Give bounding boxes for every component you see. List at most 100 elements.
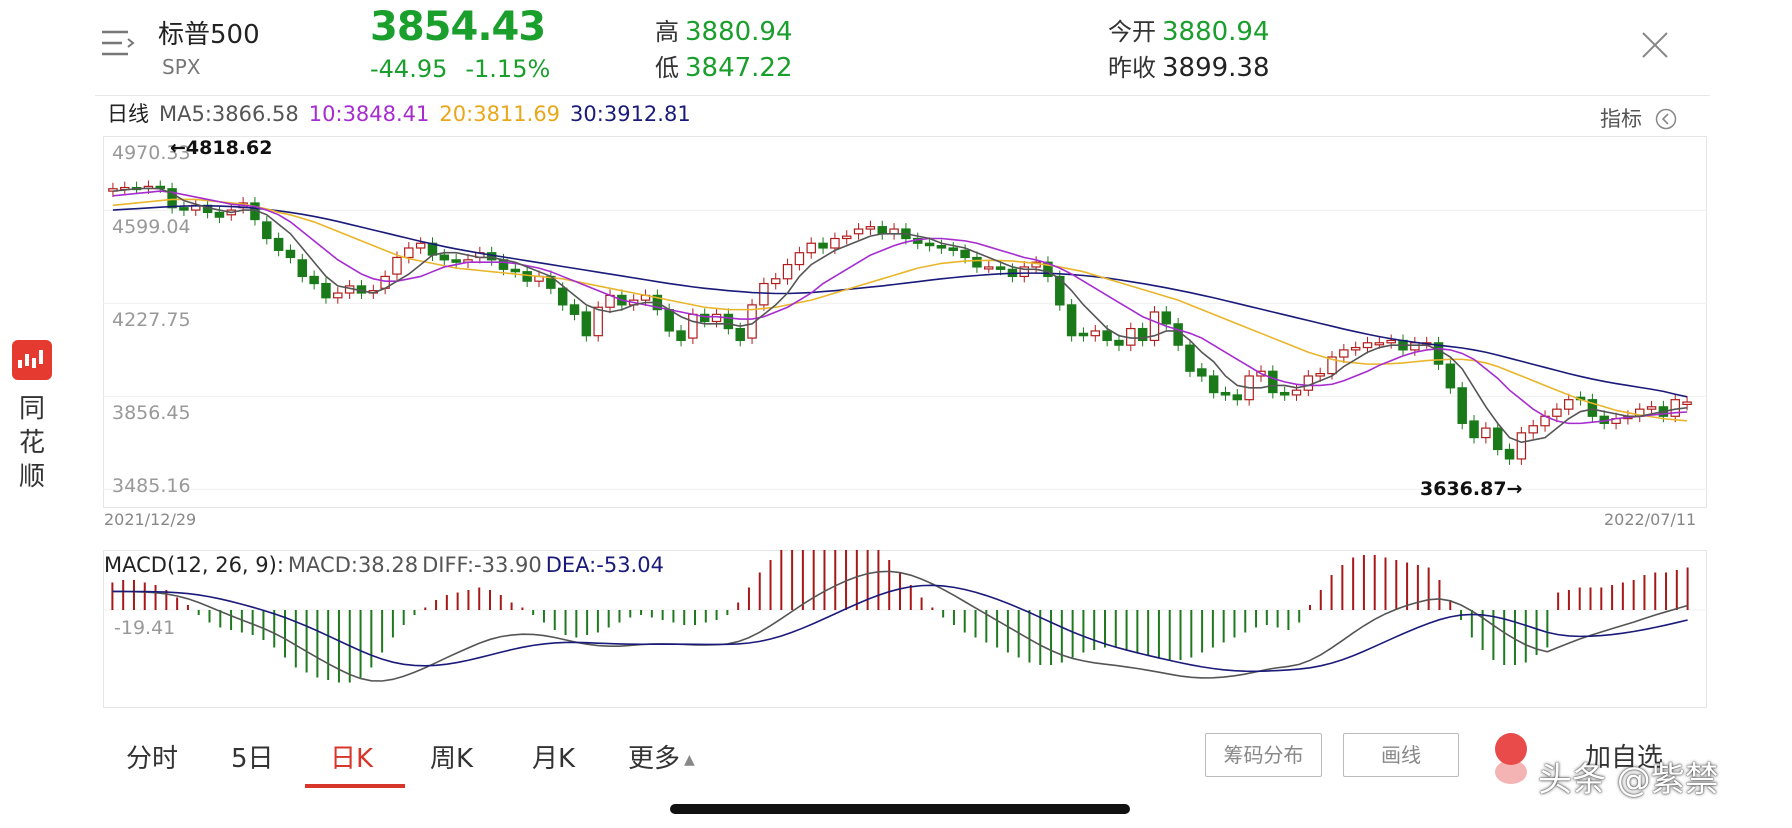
candle-body bbox=[285, 249, 296, 259]
end-date-label: 2022/07/11 bbox=[1604, 510, 1697, 529]
tab-timeshare[interactable]: 分时 bbox=[126, 744, 179, 774]
macd-chart-frame bbox=[103, 550, 1707, 708]
candle-body bbox=[759, 282, 769, 306]
tab-5day[interactable]: 5日 bbox=[231, 744, 274, 774]
open-stat: 今开 3880.94 bbox=[1108, 12, 1270, 47]
candle-body bbox=[818, 242, 828, 249]
candle-body bbox=[794, 252, 805, 266]
kline-chart[interactable] bbox=[103, 136, 1707, 508]
candle-body bbox=[877, 226, 887, 235]
candle-body bbox=[1433, 342, 1444, 365]
candle-body bbox=[782, 263, 793, 280]
add-fav-icon[interactable] bbox=[1495, 733, 1527, 765]
candle-body bbox=[451, 259, 461, 263]
candle-body bbox=[924, 242, 935, 247]
open-label: 今开 bbox=[1108, 18, 1156, 46]
draw-line-button[interactable]: 画线 bbox=[1343, 733, 1459, 777]
home-indicator[interactable] bbox=[670, 804, 1130, 814]
candle-body bbox=[404, 247, 414, 259]
candle-body bbox=[1055, 275, 1065, 306]
candlestick-logo-icon bbox=[18, 350, 43, 368]
candle-body bbox=[1327, 356, 1337, 375]
candle-body bbox=[1208, 375, 1219, 394]
dea-line bbox=[112, 584, 1688, 673]
tab-monthly-k[interactable]: 月K bbox=[532, 744, 576, 774]
candle-body bbox=[1410, 342, 1420, 351]
tab-more[interactable]: 更多 ▲ bbox=[628, 738, 695, 775]
candle-body bbox=[1339, 349, 1349, 358]
candle-body bbox=[936, 245, 947, 249]
candle-body bbox=[1268, 370, 1278, 394]
candle-body bbox=[557, 287, 568, 306]
high-value: 3880.94 bbox=[685, 17, 793, 47]
macd-title: MACD(12, 26, 9): bbox=[104, 553, 284, 577]
watermark: 头条 @紫禁 bbox=[1538, 760, 1719, 800]
candle-body bbox=[806, 242, 816, 254]
candle-body bbox=[1445, 363, 1456, 389]
app-logo[interactable] bbox=[12, 340, 52, 380]
ma5-line bbox=[112, 187, 1688, 444]
diff-line bbox=[112, 570, 1688, 682]
candle-body bbox=[1362, 342, 1373, 349]
ma10-label: 10:3848.41 bbox=[308, 102, 430, 126]
diff-value: DIFF:-33.90 bbox=[422, 553, 542, 577]
candle-body bbox=[522, 271, 532, 282]
kline-chart-frame bbox=[103, 136, 1707, 508]
ma5-label: MA5:3866.58 bbox=[159, 102, 299, 126]
candle-body bbox=[1374, 342, 1385, 346]
candle-body bbox=[984, 266, 994, 270]
prev-close-value: 3899.38 bbox=[1162, 53, 1270, 83]
max-price-label: ←4818.62 bbox=[170, 137, 273, 159]
open-value: 3880.94 bbox=[1162, 17, 1270, 47]
price-change: -44.95 -1.15% bbox=[370, 55, 568, 83]
candle-body bbox=[1682, 401, 1692, 406]
candle-body bbox=[1043, 261, 1053, 278]
candle-body bbox=[214, 211, 225, 218]
candle-body bbox=[1587, 399, 1598, 417]
candle-body bbox=[593, 306, 603, 337]
candle-body bbox=[723, 313, 734, 330]
indicator-button[interactable]: 指标 bbox=[1600, 103, 1677, 133]
candle-body bbox=[569, 304, 580, 315]
y-tick-label: 4970.33 bbox=[112, 142, 191, 164]
tab-weekly-k[interactable]: 周K bbox=[430, 744, 474, 774]
candle-body bbox=[1066, 304, 1077, 337]
candle-body bbox=[995, 266, 1006, 270]
low-value: 3847.22 bbox=[685, 53, 793, 83]
candle-body bbox=[1386, 339, 1396, 344]
candle-body bbox=[1303, 375, 1314, 391]
current-price: 3854.43 bbox=[370, 4, 546, 50]
macd-chart[interactable] bbox=[103, 550, 1707, 708]
candle-body bbox=[1552, 408, 1562, 417]
candle-body bbox=[960, 249, 970, 259]
candle-body bbox=[770, 278, 781, 285]
candle-body bbox=[179, 207, 189, 211]
change-amount: -44.95 bbox=[370, 55, 448, 83]
candle-body bbox=[262, 221, 272, 240]
prev-close-stat: 昨收 3899.38 bbox=[1108, 48, 1270, 83]
candle-body bbox=[1173, 323, 1183, 346]
tab-daily-k[interactable]: 日K bbox=[330, 744, 374, 774]
candle-body bbox=[1504, 448, 1515, 460]
low-stat: 低 3847.22 bbox=[655, 48, 793, 83]
candle-body bbox=[1161, 311, 1172, 325]
candle-body bbox=[392, 256, 402, 275]
candle-body bbox=[711, 313, 722, 323]
ma20-line bbox=[112, 198, 1688, 422]
chevron-left-circle-icon bbox=[1655, 108, 1676, 130]
candle-body bbox=[1114, 339, 1124, 346]
y-tick-label: 3485.16 bbox=[112, 475, 191, 497]
close-icon[interactable] bbox=[1640, 30, 1670, 60]
menu-list-icon[interactable] bbox=[100, 28, 140, 58]
chip-distribution-button[interactable]: 筹码分布 bbox=[1205, 733, 1322, 777]
add-favorite-button[interactable]: 加自选 bbox=[1585, 743, 1664, 773]
candle-body bbox=[1019, 266, 1030, 278]
candle-body bbox=[1102, 330, 1112, 342]
macd-axis-label: -19.41 bbox=[114, 617, 176, 639]
candle-body bbox=[309, 275, 319, 285]
candle-body bbox=[1481, 427, 1491, 439]
candle-body bbox=[865, 226, 876, 230]
high-stat: 高 3880.94 bbox=[655, 12, 793, 47]
candle-body bbox=[972, 256, 982, 268]
candle-body bbox=[1137, 327, 1148, 342]
